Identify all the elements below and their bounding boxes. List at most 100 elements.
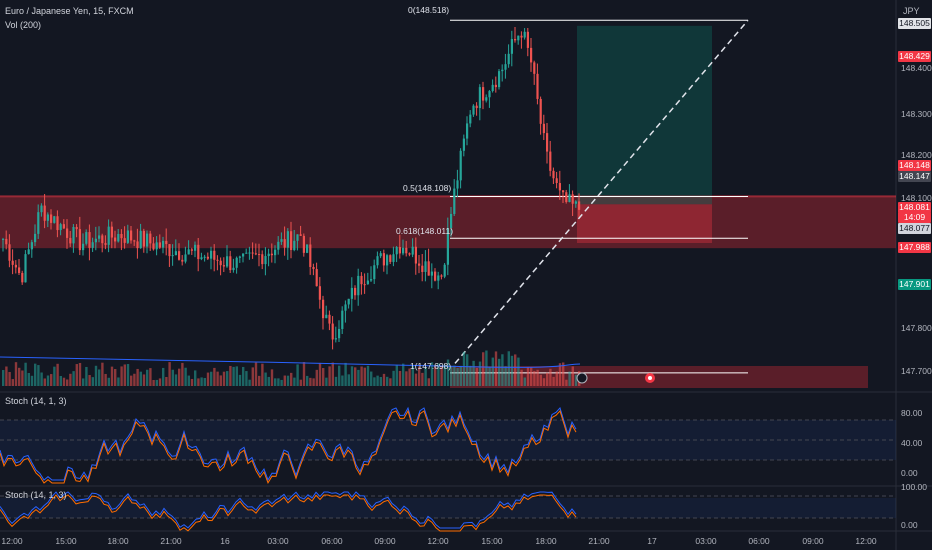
candle-body	[450, 213, 453, 229]
candle-body	[421, 265, 424, 272]
volume-bar	[75, 364, 78, 386]
volume-bar	[517, 357, 520, 386]
volume-bar	[254, 362, 258, 386]
candle-body	[5, 238, 8, 245]
volume-bar	[446, 359, 450, 386]
candle-body	[517, 35, 520, 41]
candle-body	[504, 64, 507, 70]
candle-body	[37, 212, 40, 234]
candle-body	[101, 235, 104, 244]
volume-bar	[437, 363, 440, 386]
candle-body	[53, 216, 56, 223]
candle-body	[184, 254, 187, 262]
time-axis-label: 06:00	[748, 536, 770, 546]
volume-bar	[421, 372, 424, 386]
volume-bar	[558, 363, 562, 386]
price-axis-label: 148.100	[901, 193, 932, 203]
volume-bar	[357, 369, 360, 386]
volume-bar	[363, 367, 366, 386]
volume-bar	[50, 374, 53, 386]
candle-body	[408, 253, 411, 255]
volume-bar	[491, 357, 494, 386]
candle-body	[168, 244, 171, 257]
volume-bar	[514, 354, 517, 386]
time-axis-label: 03:00	[695, 536, 717, 546]
candle-body	[478, 87, 481, 109]
candle-body	[165, 240, 168, 245]
candle-body	[360, 275, 363, 285]
candle-body	[210, 250, 213, 259]
candle-body	[158, 242, 161, 248]
volume-bar	[178, 368, 181, 386]
price-tag-entry: 148.077	[898, 223, 931, 234]
candle-body	[78, 229, 81, 251]
price-tag-last: 148.081	[898, 202, 931, 213]
candle-body	[152, 243, 155, 250]
volume-bar	[11, 379, 14, 386]
volume-bar	[133, 373, 136, 386]
candle-body	[120, 233, 123, 239]
volume-bar	[542, 378, 546, 386]
volume-bar	[270, 369, 274, 386]
volume-bar	[485, 350, 488, 386]
candle-body	[107, 226, 110, 245]
volume-bar	[341, 375, 344, 386]
candle-body	[293, 240, 296, 251]
volume-bar	[466, 354, 469, 386]
volume-bar	[72, 371, 75, 386]
volume-bar	[370, 371, 373, 386]
volume-bar	[43, 378, 46, 386]
candle-body	[242, 253, 245, 257]
volume-bar	[82, 378, 85, 386]
candle-body	[85, 232, 88, 244]
volume-bar	[552, 376, 555, 386]
candle-body	[139, 230, 142, 249]
volume-bar	[114, 369, 117, 386]
volume-bar	[549, 368, 552, 386]
volume-bar	[382, 373, 386, 386]
stoch-label-1: Stoch (14, 1, 3)	[5, 396, 67, 406]
volume-bar	[286, 375, 290, 386]
candle-body	[398, 247, 401, 254]
price-axis-label: 147.700	[901, 366, 932, 376]
volume-bar	[462, 351, 466, 386]
stoch-d-line	[0, 494, 577, 532]
volume-bar	[526, 367, 530, 386]
volume-bar	[482, 352, 485, 386]
candle-body	[322, 299, 325, 319]
candle-body	[443, 264, 446, 277]
stoch-k-line	[0, 406, 577, 481]
volume-bar	[274, 378, 277, 386]
price-tag-target: 148.429	[898, 51, 931, 62]
volume-bar	[187, 375, 190, 386]
candle-body	[69, 237, 72, 244]
candle-body	[523, 31, 526, 38]
volume-bar	[475, 367, 478, 386]
candle-body	[386, 255, 389, 266]
volume-bar	[66, 379, 69, 386]
candle-body	[501, 69, 504, 72]
stoch-axis-label: 0.00	[901, 468, 918, 478]
volume-bar	[347, 374, 350, 386]
stoch-axis-label: 40.00	[901, 438, 923, 448]
candle-body	[258, 254, 261, 256]
volume-bar	[238, 374, 242, 386]
candle-body	[462, 138, 465, 151]
price-tag-support: 147.901	[898, 279, 931, 290]
candle-body	[475, 105, 478, 109]
time-axis-label: 12:00	[855, 536, 877, 546]
price-axis-label: 148.400	[901, 63, 932, 73]
candle-body	[318, 286, 321, 300]
time-axis-label: 21:00	[588, 536, 610, 546]
volume-bar	[34, 363, 37, 386]
volume-bar	[434, 365, 437, 386]
candle-body	[206, 256, 209, 259]
candle-body	[526, 31, 529, 48]
candle-body	[440, 275, 443, 277]
volume-bar	[14, 362, 18, 386]
candle-body	[123, 238, 126, 243]
volume-bar	[325, 377, 328, 386]
candle-body	[21, 272, 24, 283]
volume-bar	[206, 372, 210, 386]
